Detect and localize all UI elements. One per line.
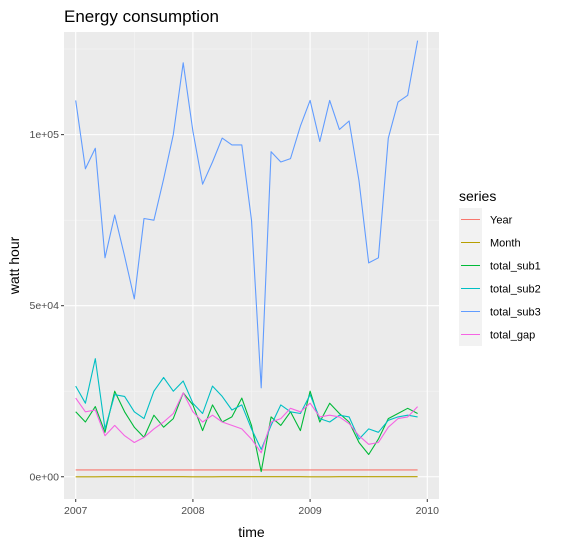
y-tick-label: 1e+05 <box>30 129 60 141</box>
series-lines <box>75 40 419 478</box>
legend-title: series <box>459 188 496 204</box>
y-axis: 0e+00 5e+04 1e+05 <box>30 129 64 483</box>
x-tick-label: 2009 <box>298 505 322 517</box>
chart-title: Energy consumption <box>64 7 219 26</box>
legend-label: Month <box>490 238 521 250</box>
x-axis: 2007 2008 2009 2010 <box>64 499 439 517</box>
legend-label: total_sub1 <box>490 261 541 273</box>
series-line-total-sub3 <box>75 40 419 389</box>
legend-label: Year <box>490 215 513 227</box>
series-line-total-gap <box>75 392 418 454</box>
legend-label: total_gap <box>490 330 535 342</box>
y-tick-label: 0e+00 <box>30 471 60 483</box>
series-line-total-sub1 <box>75 390 418 473</box>
y-tick-label: 5e+04 <box>30 300 60 312</box>
x-tick-label: 2008 <box>181 505 205 517</box>
legend-label: total_sub3 <box>490 307 541 319</box>
grid-minor <box>64 32 439 499</box>
x-tick-label: 2007 <box>64 505 88 517</box>
y-axis-title: watt hour <box>6 236 22 295</box>
legend-label: total_sub2 <box>490 284 541 296</box>
x-tick-label: 2010 <box>416 505 440 517</box>
legend: series Year Month total_sub1 total_sub2tota… <box>459 188 541 346</box>
x-axis-title: time <box>238 524 265 540</box>
